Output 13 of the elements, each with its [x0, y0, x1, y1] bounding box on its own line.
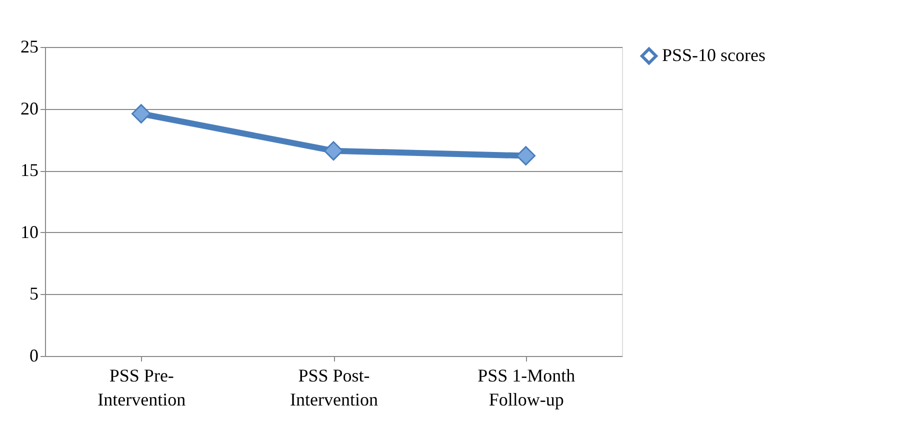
x-tick-label: PSS Post- Intervention: [290, 366, 378, 410]
legend-label: PSS-10 scores: [662, 45, 766, 65]
point: [131, 104, 151, 124]
y-tick-label: 20: [20, 98, 38, 118]
y-tick-label: 0: [30, 346, 38, 366]
x-tick-label: PSS 1-Month Follow-up: [478, 366, 576, 410]
y-tick-label: 10: [20, 222, 38, 242]
point: [516, 146, 536, 166]
point: [324, 141, 344, 161]
x-tick-label: PSS Pre- Intervention: [98, 366, 186, 410]
y-tick-label: 15: [20, 160, 38, 180]
y-tick-label: 5: [30, 284, 38, 304]
y-tick-label: 25: [20, 36, 38, 56]
